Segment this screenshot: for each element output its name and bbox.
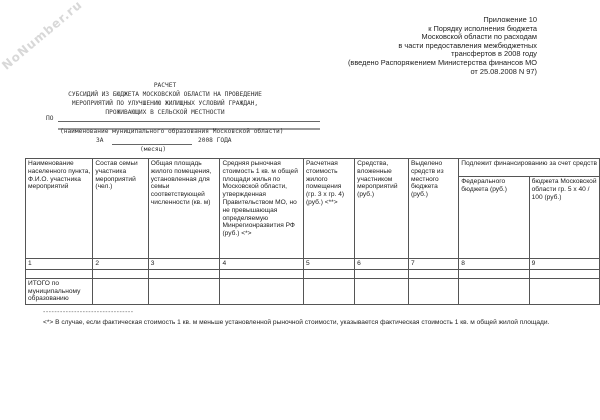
header-cell: Наименование населенного пункта, Ф.И.О. …	[24, 158, 94, 259]
title-line: РАСЧЕТ	[153, 82, 177, 89]
appendix-line: Московской области по расходам	[421, 32, 537, 42]
header-cell: Средства, вложенные участником мероприят…	[354, 158, 409, 259]
appendix-line: Приложение 10	[483, 15, 537, 24]
header-cell: Общая площадь жилого помещения, установл…	[147, 158, 221, 259]
total-row: ИТОГО по муниципальному образованию	[24, 277, 600, 306]
column-number: 5	[302, 258, 356, 270]
subsidy-table: Наименование населенного пункта, Ф.И.О. …	[24, 158, 600, 306]
column-number: 8	[458, 258, 530, 270]
title-line: МЕРОПРИЯТИЙ ПО УЛУЧШЕНИЮ ЖИЛИЩНЫХ УСЛОВИ…	[71, 100, 259, 107]
month-field-line	[112, 144, 192, 145]
footnote: <*> В случае, если фактическая стоимость…	[43, 319, 550, 326]
header-cell: Расчетная стоимость жилого помещения (гр…	[302, 158, 356, 259]
column-number: 7	[407, 258, 460, 270]
header-cell: Состав семьи участника мероприятий (чел.…	[92, 158, 149, 259]
municipality-caption: (наименование муниципального образования…	[60, 128, 284, 135]
watermark: NoNumber.ru	[0, 0, 86, 73]
title-line: ПРОЖИВАЮЩИХ В СЕЛЬСКОЙ МЕСТНОСТИ	[105, 109, 225, 116]
column-number: 1	[24, 258, 94, 270]
municipality-field-line	[58, 121, 320, 122]
total-label: ИТОГО по муниципальному образованию	[24, 277, 94, 306]
column-number: 3	[147, 258, 221, 270]
header-cell: бюджета Московской области гр. 5 x 40 / …	[528, 176, 600, 259]
column-number: 4	[219, 258, 304, 270]
header-cell: Выделено средств из местного бюджета (ру…	[407, 158, 460, 259]
column-number: 9	[528, 258, 600, 270]
month-caption: (месяц)	[140, 146, 167, 153]
appendix-line: трансфертов в 2008 году	[451, 49, 537, 59]
appendix-line: от 25.08.2008 N 97)	[470, 66, 537, 76]
municipality-field-line	[58, 128, 320, 130]
appendix-line: (введено Распоряжением Министерства фина…	[347, 57, 537, 67]
document-title: РАСЧЕТ СУБСИДИЙ ИЗ БЮДЖЕТА МОСКОВСКОЙ ОБ…	[40, 81, 290, 117]
footnote-separator: --------------------------------	[43, 309, 134, 316]
group-header-cell: Подлежит финансированию за счет средств	[458, 158, 600, 177]
title-line: СУБСИДИЙ ИЗ БЮДЖЕТА МОСКОВСКОЙ ОБЛАСТИ Н…	[68, 91, 262, 98]
year-label: 2008 ГОДА	[198, 137, 232, 144]
za-label: ЗА	[96, 137, 104, 144]
appendix-line: в части предоставления межбюджетных	[398, 40, 537, 50]
appendix-note: Приложение 10 к Порядку исполнения бюдже…	[347, 15, 537, 76]
header-cell: Федерального бюджета (руб.)	[458, 176, 530, 259]
column-number: 6	[354, 258, 409, 270]
table-row	[24, 268, 600, 279]
column-number: 2	[92, 258, 149, 270]
header-cell: Средняя рыночная стоимость 1 кв. м общей…	[219, 158, 304, 259]
appendix-line: к Порядку исполнения бюджета	[428, 23, 537, 33]
po-label: ПО	[46, 115, 54, 122]
